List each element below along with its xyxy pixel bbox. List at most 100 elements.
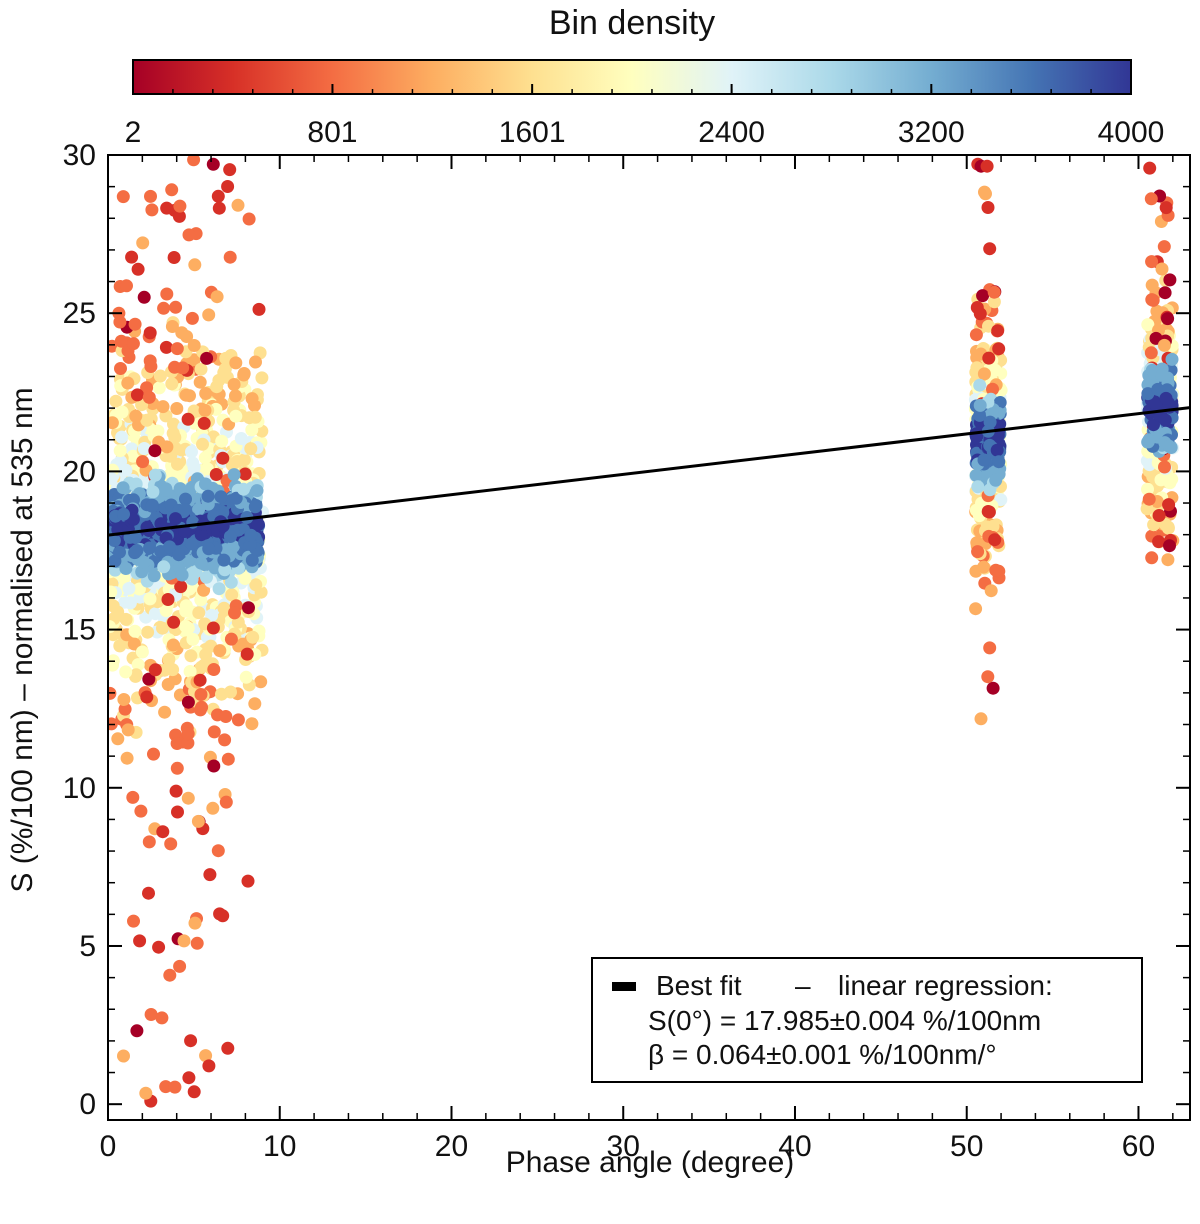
scatter-point	[186, 456, 200, 470]
scatter-point	[224, 575, 238, 589]
scatter-point	[155, 1011, 169, 1025]
scatter-point	[245, 392, 259, 406]
scatter-point	[254, 675, 268, 689]
scatter-point	[168, 431, 182, 444]
scatter-point	[129, 531, 142, 544]
plot-frame	[107, 154, 1191, 1121]
scatter-point	[989, 563, 1003, 577]
scatter-point	[223, 163, 237, 177]
y-tick-label: 0	[79, 1088, 96, 1121]
scatter-point	[182, 1071, 196, 1085]
scatter-point	[178, 525, 192, 538]
scatter-point	[113, 545, 126, 559]
scatter-point	[214, 490, 228, 504]
scatter-point	[195, 700, 209, 714]
scatter-point	[1142, 492, 1156, 506]
colorbar-tick-label: 3200	[898, 116, 965, 149]
scatter-point	[160, 440, 174, 454]
scatter-point	[121, 376, 135, 390]
scatter-point	[140, 413, 154, 427]
scatter-point	[1142, 434, 1156, 448]
scatter-point	[249, 578, 263, 592]
scatter-point	[113, 315, 127, 329]
scatter-point	[215, 434, 229, 448]
scatter-point	[187, 155, 201, 167]
scatter-point	[109, 394, 123, 408]
x-tick-label: 50	[950, 1130, 983, 1163]
scatter-point	[971, 480, 985, 494]
scatter-point	[129, 669, 142, 683]
scatter-point	[234, 432, 248, 445]
scatter-point	[181, 695, 195, 709]
scatter-point	[145, 499, 159, 513]
scatter-point	[191, 814, 205, 828]
scatter-point	[225, 458, 239, 472]
scatter-point	[983, 641, 997, 655]
scatter-point	[113, 444, 127, 458]
colorbar-tick-label: 2400	[698, 116, 765, 149]
scatter-point	[176, 361, 190, 375]
scatter-point	[153, 369, 167, 383]
scatter-point	[981, 670, 995, 684]
scatter-point	[1159, 518, 1172, 531]
scatter-point	[221, 752, 235, 766]
scatter-point	[141, 625, 155, 639]
scatter-point	[980, 159, 994, 173]
scatter-point	[137, 442, 151, 455]
scatter-point	[1143, 161, 1157, 175]
scatter-point	[1145, 278, 1159, 292]
scatter-point	[221, 180, 235, 193]
scatter-point	[242, 411, 256, 425]
scatter-point	[229, 389, 242, 403]
scatter-point	[211, 189, 225, 203]
scatter-point	[207, 725, 221, 739]
scatter-point	[1161, 553, 1175, 567]
scatter-point	[198, 403, 212, 417]
scatter-point	[185, 311, 199, 325]
scatter-point	[223, 250, 237, 264]
scatter-point	[1147, 418, 1160, 432]
scatter-point	[170, 761, 184, 775]
scatter-point	[173, 199, 187, 213]
scatter-point	[1151, 382, 1165, 396]
scatter-point	[167, 417, 180, 431]
scatter-point	[1163, 273, 1177, 287]
scatter-point	[248, 697, 262, 711]
scatter-point	[224, 685, 237, 699]
scatter-point	[128, 624, 142, 638]
scatter-point	[174, 580, 188, 594]
x-axis-title: Phase angle (degree)	[506, 1146, 795, 1179]
scatter-point	[120, 751, 134, 765]
scatter-point	[181, 621, 195, 635]
scatter-point	[217, 601, 231, 615]
scatter-point	[117, 1049, 130, 1063]
scatter-point	[973, 378, 987, 392]
scatter-point	[219, 710, 233, 723]
scatter-point	[986, 681, 1000, 695]
colorbar-title: Bin density	[549, 4, 715, 42]
scatter-point	[229, 356, 243, 370]
scatter-point	[977, 367, 991, 381]
scatter-point	[133, 934, 147, 948]
scatter-point	[231, 198, 245, 212]
scatter-point	[127, 914, 140, 928]
scatter-point	[983, 483, 997, 497]
scatter-point	[122, 581, 136, 595]
scatter-point	[127, 637, 141, 651]
scatter-point	[1146, 293, 1160, 307]
scatter-point	[108, 585, 118, 599]
scatter-point	[227, 468, 241, 482]
scatter-point	[251, 518, 265, 531]
scatter-point	[147, 569, 161, 583]
scatter-point	[1149, 398, 1163, 412]
scatter-point	[210, 290, 224, 304]
scatter-point	[199, 1049, 213, 1063]
scatter-point	[1158, 460, 1171, 474]
scatter-point	[206, 801, 220, 815]
scatter-point	[159, 483, 173, 497]
scatter-point	[979, 187, 992, 201]
scatter-point	[164, 837, 178, 851]
scatter-point	[203, 868, 217, 882]
x-tick-label: 20	[435, 1130, 468, 1163]
scatter-point	[108, 472, 118, 485]
